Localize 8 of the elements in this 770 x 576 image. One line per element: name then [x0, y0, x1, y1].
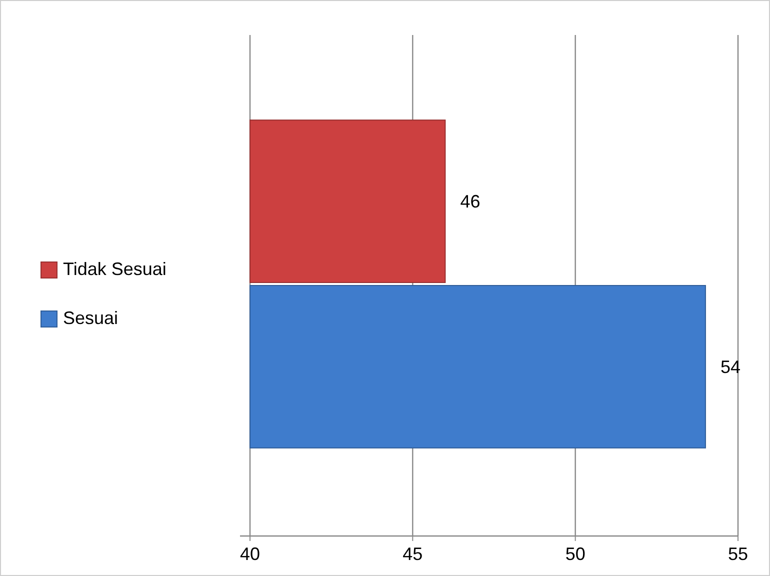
- x-tick-label: 45: [402, 544, 423, 564]
- data-label: 46: [460, 192, 480, 212]
- data-label: 54: [720, 356, 740, 377]
- x-tick-label: 50: [565, 544, 586, 564]
- legend-label: Sesuai: [63, 308, 118, 328]
- x-tick-label: 40: [240, 544, 260, 564]
- x-tick-label: 55: [728, 544, 748, 564]
- legend-label: Tidak Sesuai: [63, 258, 166, 279]
